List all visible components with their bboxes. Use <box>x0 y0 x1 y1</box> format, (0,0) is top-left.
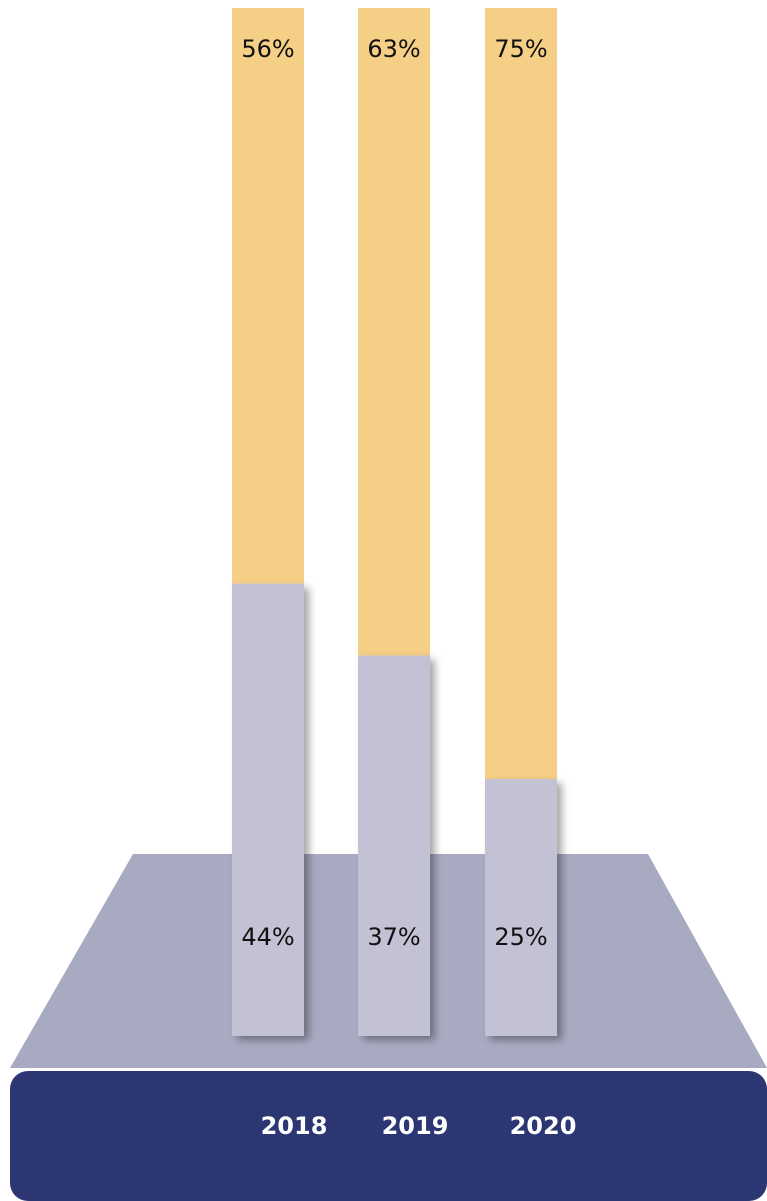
bar-segment-lower <box>232 583 304 1036</box>
x-tick-label: 2019 <box>382 1112 449 1140</box>
data-label-lower: 37% <box>367 923 420 951</box>
bars-group <box>232 8 557 1036</box>
data-label-lower: 25% <box>494 923 547 951</box>
data-label-upper: 63% <box>367 35 420 63</box>
x-tick-label: 2020 <box>510 1112 577 1140</box>
data-label-lower: 44% <box>241 923 294 951</box>
data-label-upper: 56% <box>241 35 294 63</box>
base-band <box>10 1071 767 1201</box>
bar-segment-upper <box>485 8 557 779</box>
bar-segment-upper <box>232 8 304 584</box>
bar-segment-upper <box>358 8 430 656</box>
bar-labels-group: 56% 44% 63% 37% 75% 25% <box>241 35 547 951</box>
bar-segment-lower <box>358 655 430 1036</box>
bar-segment-lower <box>485 779 557 1036</box>
x-tick-label: 2018 <box>261 1112 328 1140</box>
x-axis-labels: 2018 2019 2020 <box>261 1112 577 1140</box>
data-label-upper: 75% <box>494 35 547 63</box>
